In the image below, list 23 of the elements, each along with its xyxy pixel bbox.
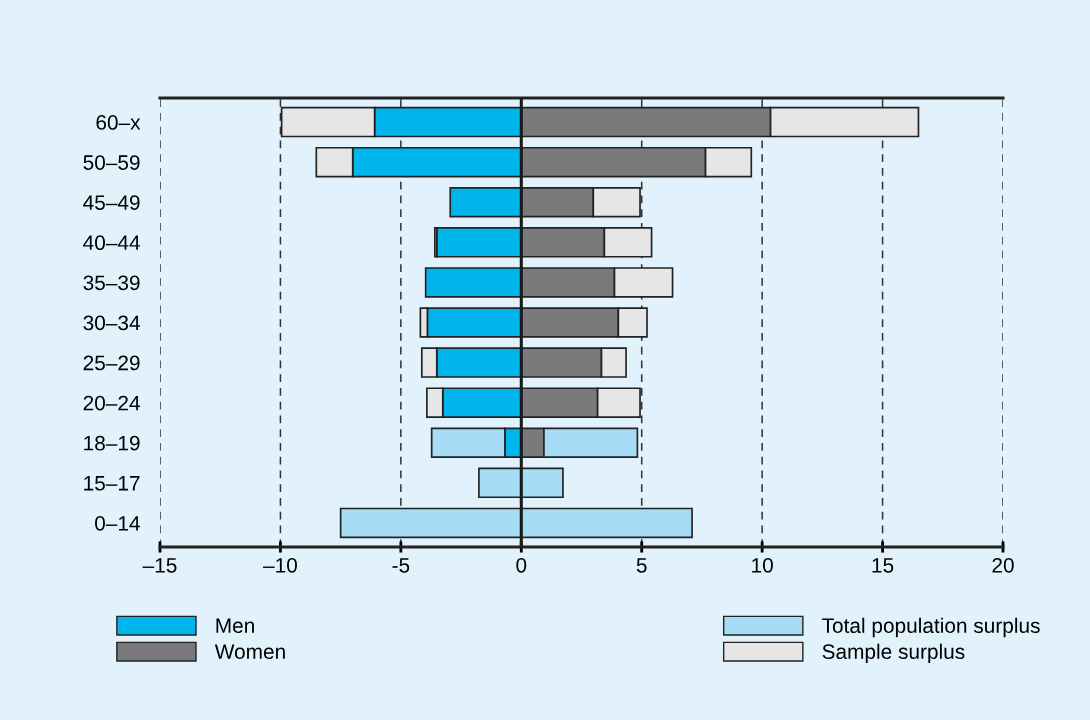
y-tick-label: 60–x bbox=[96, 115, 141, 130]
x-tick-label: 15 bbox=[872, 558, 894, 573]
x-tick-label: –10 bbox=[263, 557, 297, 573]
x-tick-label: –15 bbox=[142, 558, 177, 573]
x-tick-label: 0 bbox=[516, 557, 527, 573]
y-tick-label: 15–17 bbox=[84, 476, 140, 491]
legend-label: Sample surplus bbox=[822, 643, 965, 664]
y-tick-label: 20–24 bbox=[83, 395, 140, 411]
y-tick-label: 35–39 bbox=[83, 275, 140, 291]
y-tick-label: 0–14 bbox=[95, 515, 140, 531]
legend-label: Total population surplus bbox=[822, 617, 1040, 638]
y-tick-label: 50–59 bbox=[83, 155, 140, 170]
x-tick-label: 5 bbox=[636, 558, 647, 573]
legend-label: Women bbox=[214, 644, 285, 659]
legend-label: Men bbox=[216, 618, 254, 634]
x-tick-label: 10 bbox=[752, 557, 773, 573]
y-tick-label: 18–19 bbox=[84, 435, 140, 451]
x-tick-label: 20 bbox=[992, 557, 1014, 573]
y-tick-label: 25–29 bbox=[83, 355, 140, 371]
x-tick-label: -5 bbox=[392, 558, 410, 573]
y-tick-label: 30–34 bbox=[83, 315, 140, 331]
y-tick-label: 45–49 bbox=[83, 195, 140, 210]
y-tick-label: 40–44 bbox=[83, 235, 140, 251]
